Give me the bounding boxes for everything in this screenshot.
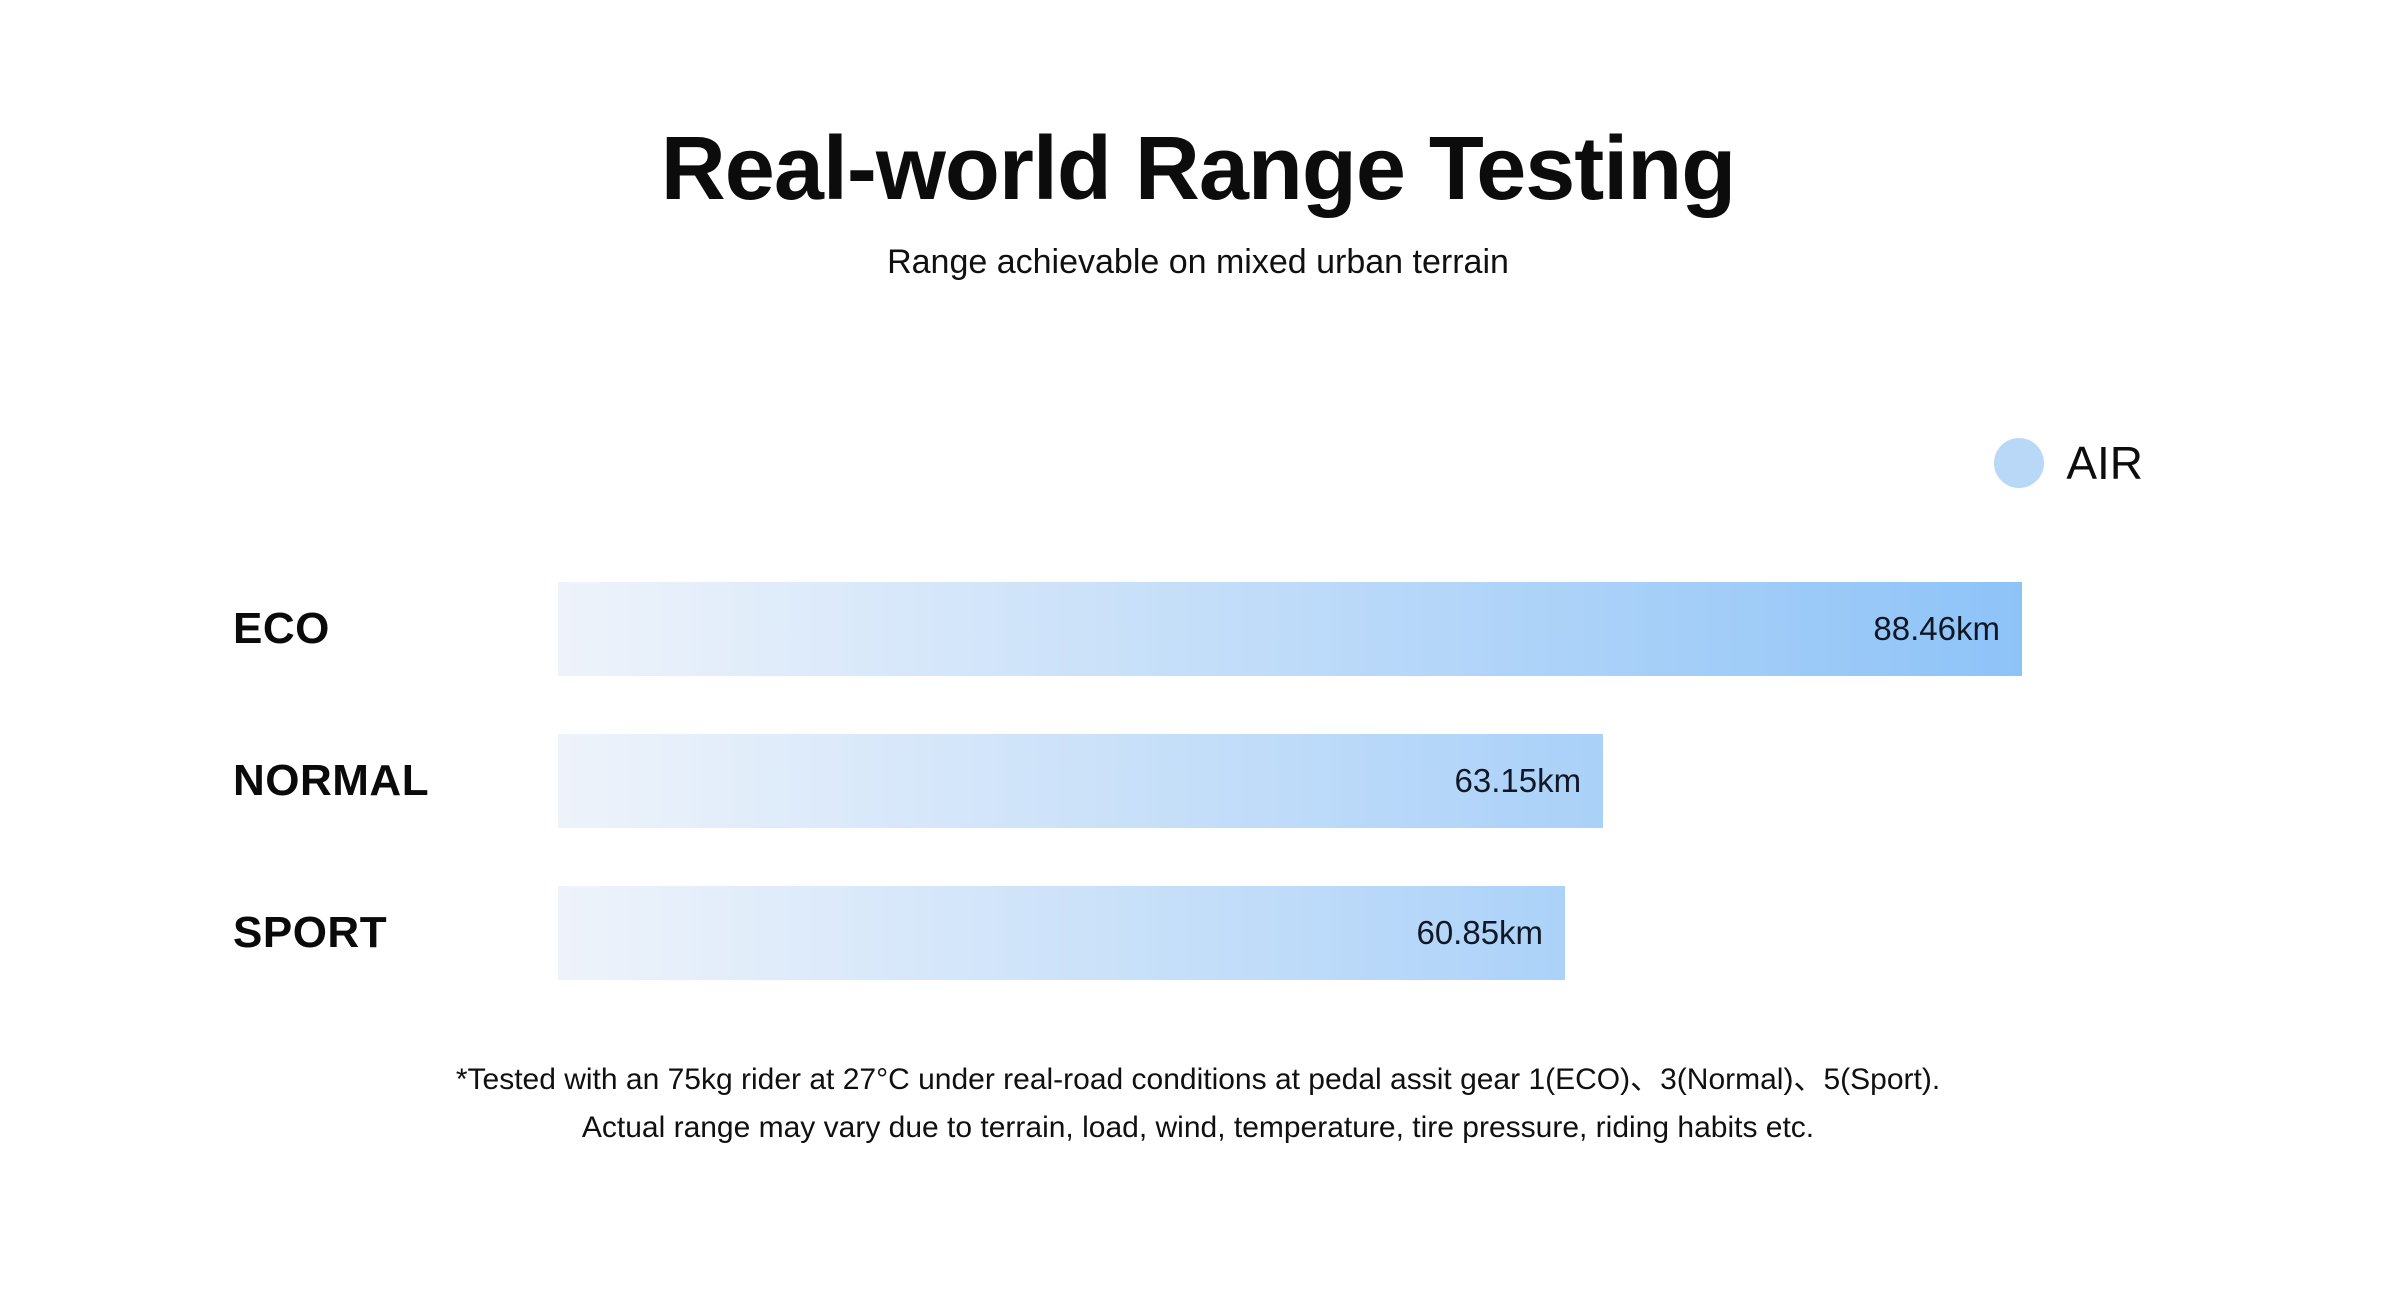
bar-track-normal: 63.15km — [558, 734, 2022, 828]
category-label-normal: NORMAL — [233, 756, 430, 805]
bar-value-label-sport: 60.85km — [1416, 914, 1544, 951]
bar-normal: 63.15km — [558, 734, 1604, 828]
bar-sport: 60.85km — [558, 886, 1566, 980]
bar-track-sport: 60.85km — [558, 886, 2022, 980]
bar-value-label-normal: 63.15km — [1454, 762, 1582, 799]
footnote: *Tested with an 75kg rider at 27°C under… — [0, 1056, 2396, 1152]
legend: AIR — [1994, 436, 2143, 490]
legend-swatch-circle-icon — [1994, 438, 2045, 488]
footnote-line-2: Actual range may vary due to terrain, lo… — [581, 1111, 1815, 1144]
footnote-line-1: *Tested with an 75kg rider at 27°C under… — [455, 1063, 1941, 1096]
header: Real-world Range Testing Range achievabl… — [0, 0, 2396, 282]
chart-row-sport: SPORT 60.85km — [0, 886, 2022, 980]
chart-row-eco: ECO 88.46km — [0, 582, 2022, 676]
page-subtitle: Range achievable on mixed urban terrain — [887, 243, 1509, 281]
category-label-eco: ECO — [233, 604, 330, 653]
bar-eco: 88.46km — [558, 582, 2022, 676]
bar-track-eco: 88.46km — [558, 582, 2022, 676]
legend-series-label: AIR — [2066, 437, 2143, 489]
page-title: Real-world Range Testing — [660, 119, 1736, 219]
chart-row-normal: NORMAL 63.15km — [0, 734, 2022, 828]
bar-chart: ECO 88.46km NORMAL 63.15km SPORT 60.85km — [0, 582, 2022, 1038]
category-label-sport: SPORT — [233, 908, 388, 957]
bar-value-label-eco: 88.46km — [1873, 610, 2000, 647]
